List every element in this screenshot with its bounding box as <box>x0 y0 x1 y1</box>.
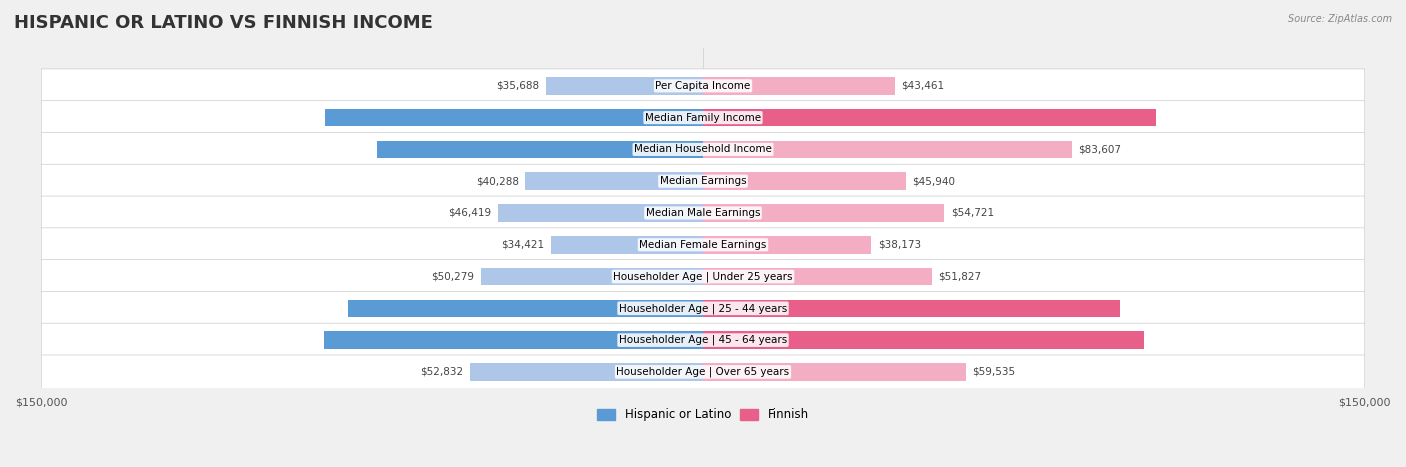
Text: $102,676: $102,676 <box>1163 113 1218 123</box>
FancyBboxPatch shape <box>41 228 1365 262</box>
FancyBboxPatch shape <box>41 323 1365 357</box>
Legend: Hispanic or Latino, Finnish: Hispanic or Latino, Finnish <box>593 403 813 426</box>
Bar <box>498 204 703 222</box>
Bar <box>703 109 1156 127</box>
Text: $86,006: $86,006 <box>270 335 316 345</box>
FancyBboxPatch shape <box>41 164 1365 198</box>
Text: $52,832: $52,832 <box>420 367 464 377</box>
Text: $83,607: $83,607 <box>1078 144 1122 155</box>
Text: Median Household Income: Median Household Income <box>634 144 772 155</box>
Text: HISPANIC OR LATINO VS FINNISH INCOME: HISPANIC OR LATINO VS FINNISH INCOME <box>14 14 433 32</box>
FancyBboxPatch shape <box>41 355 1365 389</box>
Bar <box>325 109 703 127</box>
Text: Per Capita Income: Per Capita Income <box>655 81 751 91</box>
Text: Householder Age | Under 25 years: Householder Age | Under 25 years <box>613 271 793 282</box>
Bar <box>551 236 703 254</box>
Text: Source: ZipAtlas.com: Source: ZipAtlas.com <box>1288 14 1392 24</box>
Text: $80,515: $80,515 <box>294 304 342 313</box>
Text: Median Male Earnings: Median Male Earnings <box>645 208 761 218</box>
Text: $73,823: $73,823 <box>323 144 371 155</box>
Text: $46,419: $46,419 <box>449 208 492 218</box>
Bar <box>703 141 1071 158</box>
Bar <box>703 172 905 190</box>
Text: $34,421: $34,421 <box>502 240 544 250</box>
Bar <box>703 268 932 285</box>
Text: Median Female Earnings: Median Female Earnings <box>640 240 766 250</box>
Bar <box>703 332 1143 349</box>
Text: $40,288: $40,288 <box>475 176 519 186</box>
FancyBboxPatch shape <box>41 260 1365 293</box>
FancyBboxPatch shape <box>41 133 1365 166</box>
Text: $59,535: $59,535 <box>973 367 1015 377</box>
Text: $50,279: $50,279 <box>432 271 475 282</box>
Bar <box>470 363 703 381</box>
Bar <box>377 141 703 158</box>
Bar <box>703 300 1121 317</box>
Text: $51,827: $51,827 <box>938 271 981 282</box>
Bar <box>703 236 872 254</box>
Bar <box>703 363 966 381</box>
Text: Householder Age | 45 - 64 years: Householder Age | 45 - 64 years <box>619 335 787 346</box>
FancyBboxPatch shape <box>41 101 1365 134</box>
Bar <box>323 332 703 349</box>
Text: Householder Age | Over 65 years: Householder Age | Over 65 years <box>616 367 790 377</box>
Text: $94,610: $94,610 <box>1128 304 1174 313</box>
Text: Median Family Income: Median Family Income <box>645 113 761 123</box>
Text: $54,721: $54,721 <box>950 208 994 218</box>
Text: $35,688: $35,688 <box>496 81 538 91</box>
Bar <box>347 300 703 317</box>
Text: $45,940: $45,940 <box>912 176 955 186</box>
Text: $38,173: $38,173 <box>877 240 921 250</box>
FancyBboxPatch shape <box>41 196 1365 230</box>
Bar <box>546 77 703 95</box>
Bar <box>526 172 703 190</box>
Bar <box>481 268 703 285</box>
Text: $99,904: $99,904 <box>1150 335 1198 345</box>
Bar <box>703 77 894 95</box>
Text: Median Earnings: Median Earnings <box>659 176 747 186</box>
Text: Householder Age | 25 - 44 years: Householder Age | 25 - 44 years <box>619 303 787 313</box>
FancyBboxPatch shape <box>41 69 1365 103</box>
Text: $43,461: $43,461 <box>901 81 945 91</box>
Text: $85,647: $85,647 <box>271 113 319 123</box>
FancyBboxPatch shape <box>41 291 1365 325</box>
Bar <box>703 204 945 222</box>
